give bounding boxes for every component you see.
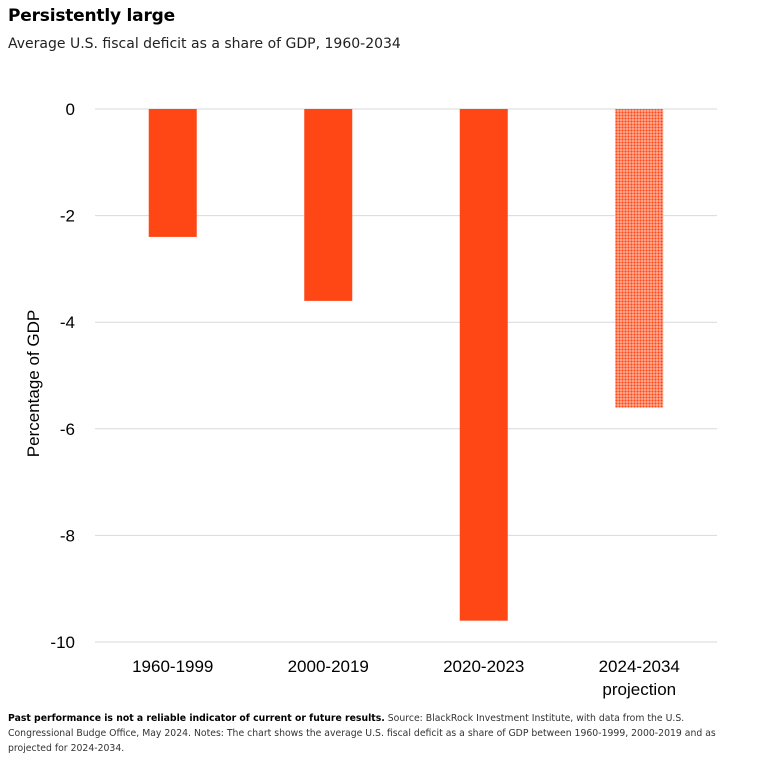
bars [148, 109, 664, 621]
bar [304, 109, 353, 301]
y-tick-label: -8 [60, 526, 75, 545]
projected-bar [615, 109, 664, 408]
source-notes-text: Source: BlackRock Investment Institute, … [8, 713, 716, 754]
disclaimer-text: Past performance is not a reliable indic… [8, 713, 385, 724]
y-tick-labels: 0 -2 -4 -6 -8 -10 [50, 100, 75, 652]
y-tick-label: 0 [66, 100, 75, 119]
y-axis-label: Percentage of GDP [24, 310, 43, 457]
bar-chart: 0 -2 -4 -6 -8 -10 1960-1999 2000-2019 2020-2023… [24, 100, 717, 699]
y-tick-label: -10 [50, 633, 75, 652]
bar [459, 109, 508, 621]
bar [148, 109, 197, 237]
y-tick-label: -4 [60, 313, 75, 332]
chart-title: Persistently large [8, 6, 175, 26]
x-tick-labels: 1960-1999 2000-2019 2020-2023 2024-2034 proj… [132, 657, 680, 699]
y-tick-label: -6 [60, 420, 75, 439]
gridlines [95, 108, 717, 643]
footnote: Past performance is not a reliable indic… [8, 711, 743, 756]
x-tick-label: 2000-2019 [288, 657, 369, 676]
x-tick-label: 2024-2034 projection [599, 657, 680, 699]
y-tick-label: -2 [60, 207, 75, 226]
chart-subtitle: Average U.S. fiscal deficit as a share o… [8, 36, 401, 52]
x-tick-label: 2020-2023 [443, 657, 524, 676]
x-tick-label: 1960-1999 [132, 657, 213, 676]
